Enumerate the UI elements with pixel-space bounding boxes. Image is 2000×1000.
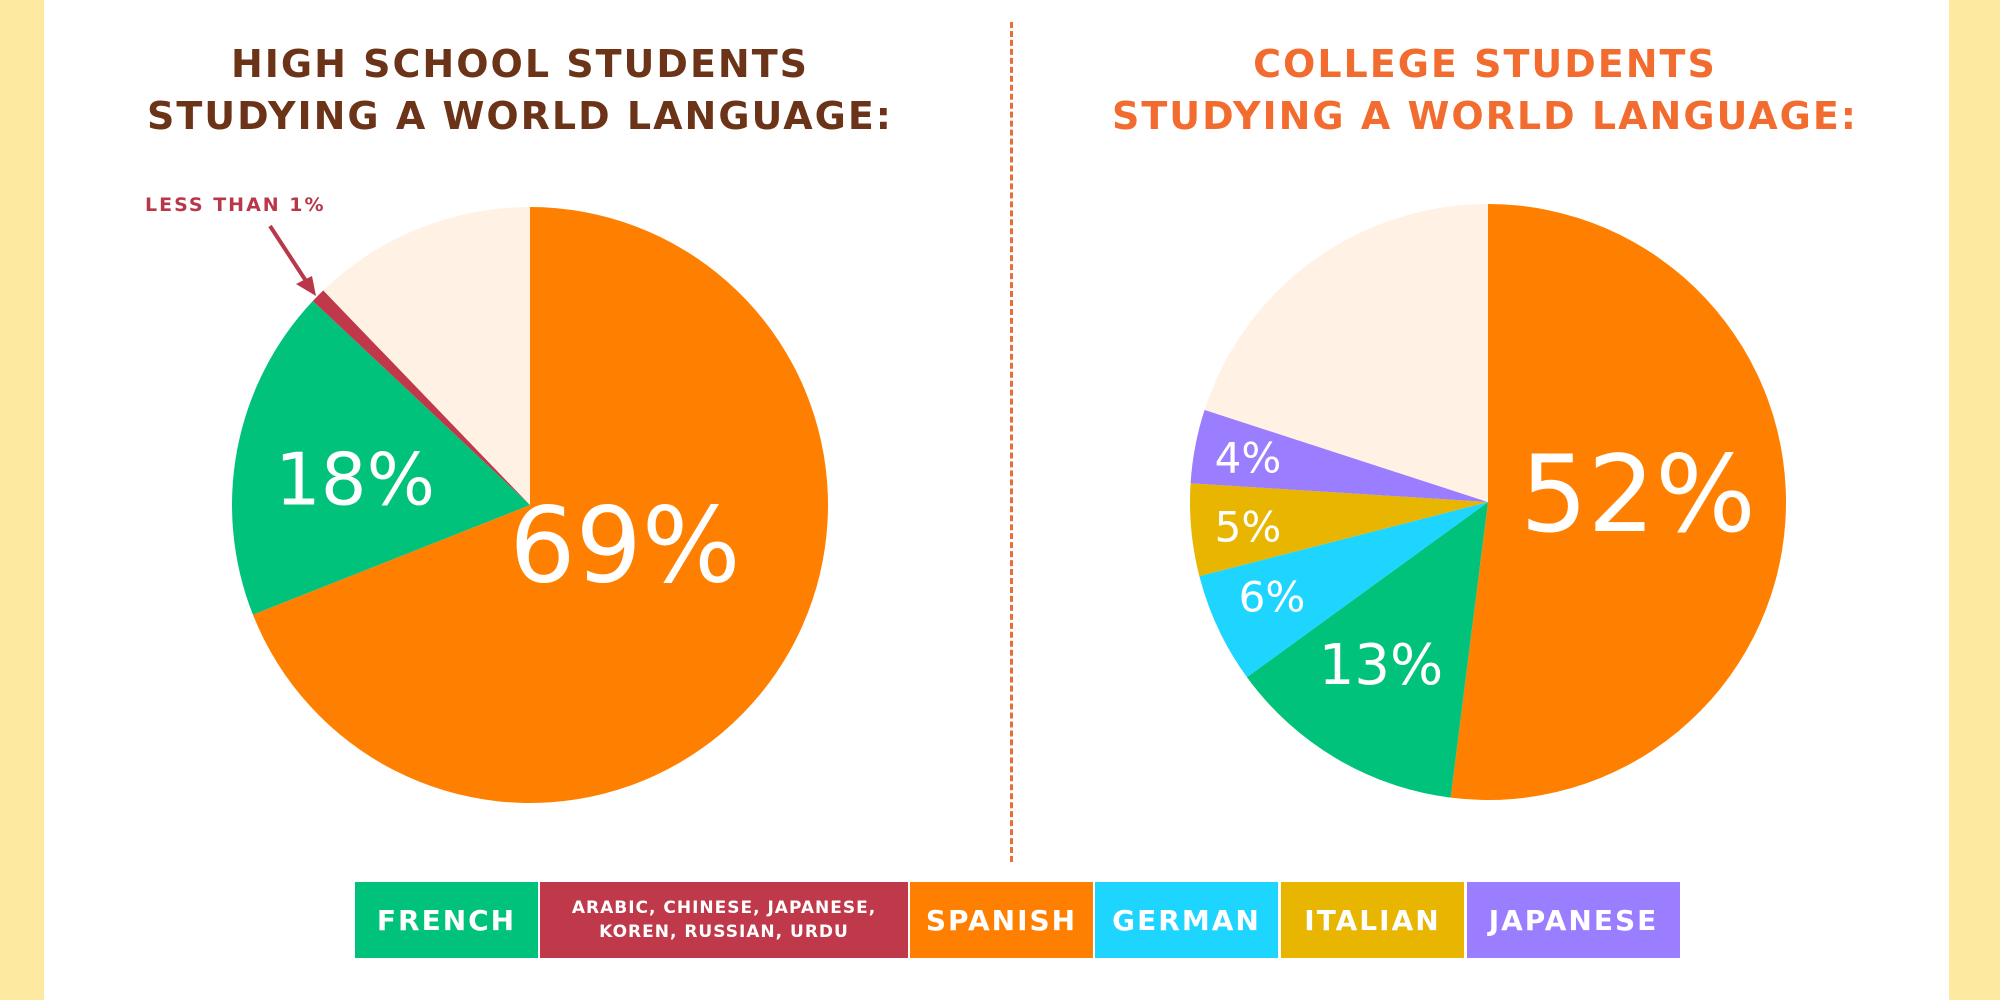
data-label-italian: 5% — [1215, 503, 1282, 552]
pie-slice-french — [1246, 502, 1488, 798]
legend-item-japanese: JAPANESE — [1467, 882, 1680, 958]
title-line: STUDYING A WORLD LANGUAGE: — [1112, 94, 1858, 138]
data-label-french: 18% — [275, 438, 435, 522]
annotation-less-than-1: LESS THAN 1% — [145, 194, 326, 296]
dashed-divider — [1010, 22, 1013, 862]
annotation-text: LESS THAN 1% — [145, 194, 326, 216]
data-label-german: 6% — [1239, 573, 1306, 622]
legend-item-arabic: ARABIC, CHINESE, JAPANESE, KOREN, RUSSIA… — [540, 882, 908, 958]
pie-college: 52% 13% 6% 5% 4% — [1190, 203, 1787, 800]
legend-label: ARABIC, CHINESE, JAPANESE, KOREN, RUSSIA… — [571, 898, 877, 942]
data-label-spanish: 52% — [1520, 433, 1756, 556]
title-line: COLLEGE STUDENTS — [1253, 42, 1717, 86]
chart-title-college: COLLEGE STUDENTS STUDYING A WORLD LANGUA… — [1100, 38, 1870, 142]
pie-slice-other — [1204, 203, 1488, 502]
title-line: STUDYING A WORLD LANGUAGE: — [147, 94, 893, 138]
legend-label: FRENCH — [376, 903, 517, 937]
pie-slice-other — [323, 207, 530, 505]
pie-slice-japanese — [1190, 409, 1488, 502]
pie-slice-spanish — [1450, 204, 1787, 800]
pie-slice-french — [232, 301, 531, 615]
legend-item-spanish: SPANISH — [910, 882, 1093, 958]
data-label-french: 13% — [1319, 633, 1443, 698]
annotation-arrowhead — [296, 276, 316, 296]
data-label-japanese: 4% — [1215, 434, 1282, 483]
pie-slice-spanish — [252, 207, 829, 804]
legend-label: GERMAN — [1112, 903, 1261, 937]
pie-slice-german — [1199, 502, 1488, 678]
annotation-arrow-line — [268, 224, 310, 286]
legend-item-italian: ITALIAN — [1281, 882, 1464, 958]
legend-label: JAPANESE — [1488, 903, 1659, 937]
legend-label: ITALIAN — [1304, 903, 1441, 937]
legend-item-german: GERMAN — [1095, 882, 1278, 958]
pie-slice-arabic — [312, 290, 530, 505]
legend-item-french: FRENCH — [355, 882, 538, 958]
pie-high-school: 69% 18% — [232, 207, 829, 804]
data-label-spanish: 69% — [509, 484, 740, 606]
pie-slice-italian — [1190, 483, 1488, 577]
title-line: HIGH SCHOOL STUDENTS — [230, 42, 809, 86]
legend-label: SPANISH — [925, 903, 1078, 937]
chart-title-high-school: HIGH SCHOOL STUDENTS STUDYING A WORLD LA… — [140, 38, 900, 142]
